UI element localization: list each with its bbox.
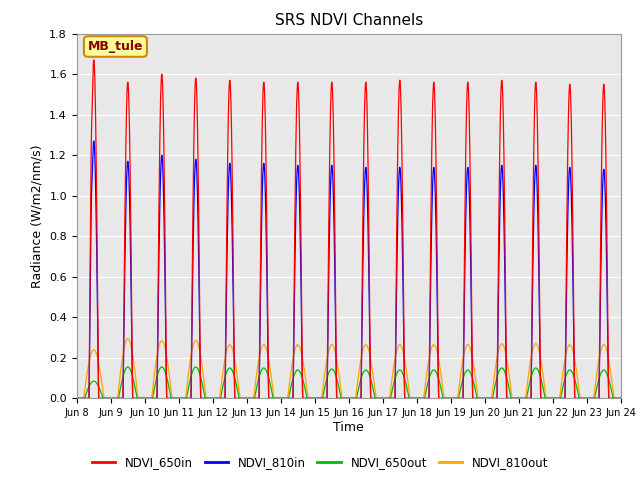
NDVI_650in	[570, 377, 578, 383]
NDVI_650out	[124, 364, 132, 370]
NDVI_650in	[260, 82, 268, 88]
NDVI_650in	[494, 328, 502, 334]
NDVI_650in	[223, 218, 230, 224]
NDVI_650out	[534, 366, 541, 372]
NDVI_810in	[617, 396, 625, 401]
NDVI_810in	[570, 382, 578, 387]
Line: NDVI_650out: NDVI_650out	[77, 367, 621, 398]
NDVI_810out	[494, 351, 502, 357]
NDVI_810out	[124, 336, 132, 341]
NDVI_810in	[534, 194, 541, 200]
NDVI_810out	[534, 342, 541, 348]
NDVI_650in	[90, 57, 98, 63]
NDVI_810in	[122, 229, 129, 235]
NDVI_810out	[570, 355, 578, 360]
Line: NDVI_810out: NDVI_810out	[77, 338, 621, 398]
Legend: NDVI_650in, NDVI_810in, NDVI_650out, NDVI_810out: NDVI_650in, NDVI_810in, NDVI_650out, NDV…	[87, 452, 553, 474]
NDVI_650out	[494, 372, 502, 378]
Title: SRS NDVI Channels: SRS NDVI Channels	[275, 13, 423, 28]
NDVI_650out	[122, 367, 129, 372]
NDVI_650in	[73, 396, 81, 401]
NDVI_810out	[223, 348, 230, 353]
X-axis label: Time: Time	[333, 421, 364, 434]
NDVI_810in	[90, 138, 98, 144]
NDVI_810out	[73, 396, 81, 401]
NDVI_650in	[534, 122, 541, 128]
Y-axis label: Radiance (W/m2/nm/s): Radiance (W/m2/nm/s)	[31, 144, 44, 288]
NDVI_810out	[617, 396, 625, 401]
NDVI_810in	[107, 396, 115, 401]
NDVI_650out	[260, 365, 268, 371]
NDVI_810in	[223, 264, 230, 270]
NDVI_650in	[122, 174, 129, 180]
Text: MB_tule: MB_tule	[88, 40, 143, 53]
NDVI_650out	[223, 369, 230, 375]
Line: NDVI_810in: NDVI_810in	[77, 141, 621, 398]
NDVI_650out	[73, 396, 81, 401]
NDVI_650in	[617, 396, 625, 401]
NDVI_810in	[260, 163, 268, 168]
NDVI_810in	[494, 346, 502, 352]
NDVI_810in	[73, 396, 81, 401]
Line: NDVI_650in: NDVI_650in	[77, 60, 621, 398]
NDVI_650out	[617, 396, 625, 401]
NDVI_650in	[107, 396, 115, 401]
NDVI_650out	[570, 375, 578, 381]
NDVI_810out	[122, 340, 129, 346]
NDVI_810out	[260, 342, 268, 348]
